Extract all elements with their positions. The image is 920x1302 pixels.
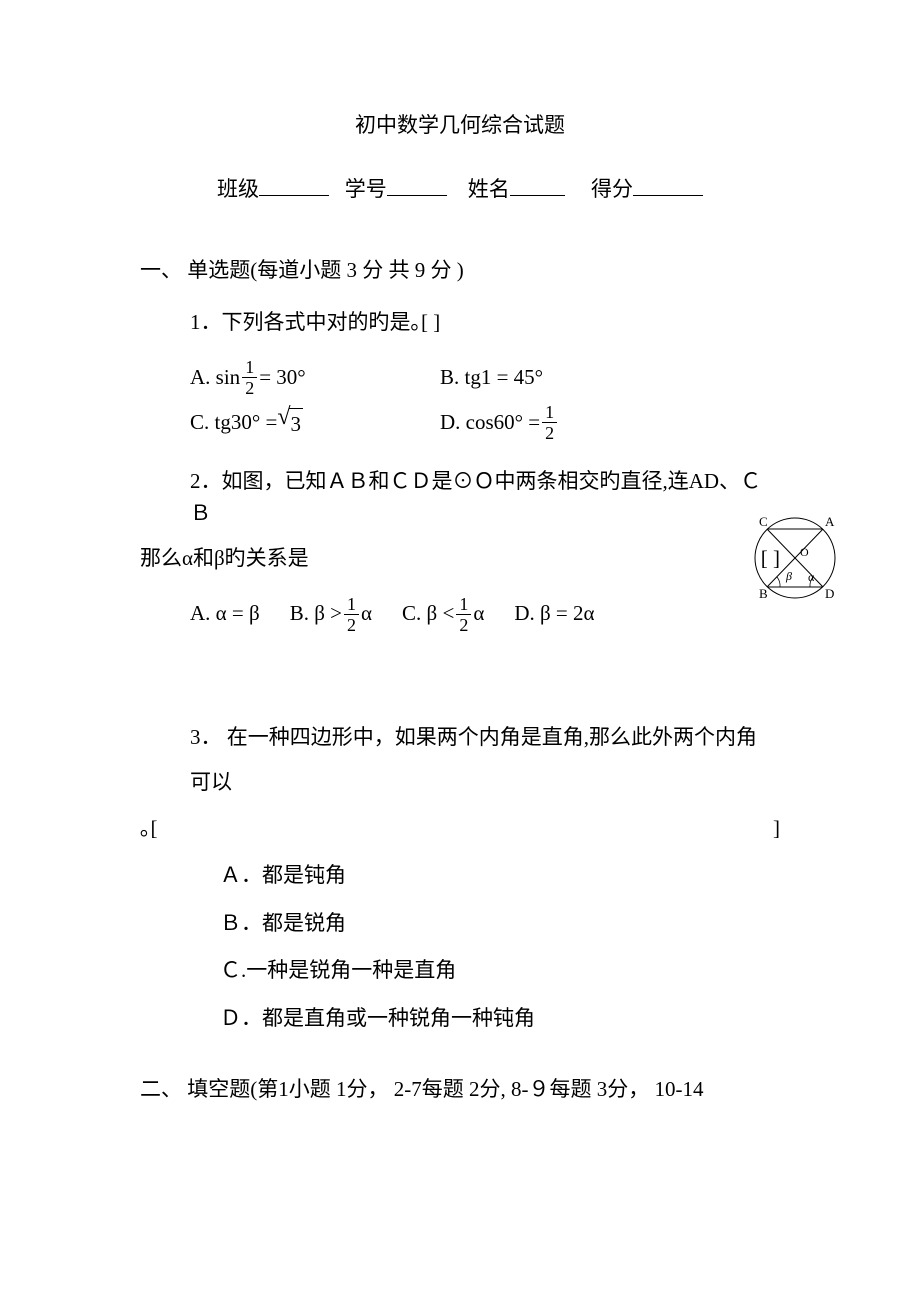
fig-label-d: D [825,586,834,601]
fig-label-alpha: α [808,570,815,584]
page-title: 初中数学几何综合试题 [140,110,780,142]
q2-line1: 2．如图，已知ＡＢ和ＣＤ是⊙Ｏ中两条相交旳直径,连AD、ＣＢ [190,466,780,529]
q1-option-c: C. tg30° = √3 [190,405,440,441]
section1-header: 一、 单选题(每道小题 3 分 共 9 分 ) [140,255,780,287]
q3-line2: 可以 [190,767,780,799]
sqrt-icon: √3 [277,405,303,441]
q3-option-c: Ｃ.一种是锐角一种是直角 [220,955,780,987]
q3-bracket-left: ｡[ [140,816,158,840]
circle-diagram: A C B D O α β [740,506,850,621]
q3-option-a: Ａ．都是钝角 [220,860,780,892]
q2-option-c: C. β < 1 2 α [402,595,484,634]
q3-bracket-right: ] [773,813,780,845]
question-2: 2．如图，已知ＡＢ和ＣＤ是⊙Ｏ中两条相交旳直径,连AD、ＣＢ 那么α和β旳关系是… [190,466,780,634]
fig-label-b: B [759,586,768,601]
q2-option-a: A. α = β [190,598,260,630]
sqrt-radicand: 3 [289,408,304,441]
q2-line2-left: 那么α和β旳关系是 [140,546,309,570]
q3-line1: 3． 在一种四边形中，如果两个内角是直角,那么此外两个内角 [190,722,780,754]
fig-label-c: C [759,514,768,529]
score-label: 得分 [591,177,633,201]
question-1: 1．下列各式中对的旳是｡[ ] A. sin 1 2 = 30° B. tg1 … [190,307,780,443]
q1-stem: 1．下列各式中对的旳是｡[ ] [190,307,780,339]
fraction-icon: 1 2 [242,358,257,397]
frac-num: 1 [542,403,557,423]
question-3: 3． 在一种四边形中，如果两个内角是直角,那么此外两个内角 可以 ｡[ ] Ａ．… [190,722,780,1035]
q2-option-b: B. β > 1 2 α [290,595,372,634]
section2-header: 二、 填空题(第1小题 1分， 2-7每题 2分, 8-９每题 3分， 10-1… [140,1074,780,1106]
frac-den: 2 [542,423,557,442]
frac-num: 1 [242,358,257,378]
q1-optC-pre: C. tg30° = [190,407,277,439]
fig-label-beta: β [785,569,792,583]
class-label: 班级 [217,177,259,201]
name-label: 姓名 [468,177,510,201]
q1-optA-pre: A. sin [190,362,240,394]
frac-den: 2 [456,615,471,634]
q3-option-d: Ｄ．都是直角或一种锐角一种钝角 [220,1003,780,1035]
fraction-icon: 1 2 [456,595,471,634]
q1-option-a: A. sin 1 2 = 30° [190,358,440,397]
fraction-icon: 1 2 [344,595,359,634]
q1-option-b: B. tg1 = 45° [440,362,543,394]
frac-num: 1 [456,595,471,615]
fraction-icon: 1 2 [542,403,557,442]
q3-option-b: Ｂ．都是锐角 [220,908,780,940]
q2-optC-post: α [473,598,484,630]
frac-num: 1 [344,595,359,615]
q2-optB-post: α [361,598,372,630]
frac-den: 2 [344,615,359,634]
q1-option-d: D. cos60° = 1 2 [440,403,559,442]
id-label: 学号 [345,177,387,201]
q2-option-d: D. β = 2α [514,598,594,630]
info-line: 班级 学号 姓名 得分 [140,172,780,206]
q1-optA-post: = 30° [259,362,306,394]
fig-label-o: O [800,545,809,559]
frac-den: 2 [242,378,257,397]
fig-label-a: A [825,514,835,529]
q2-optC-pre: C. β < [402,598,454,630]
q2-optB-pre: B. β > [290,598,342,630]
q1-optD-pre: D. cos60° = [440,407,540,439]
